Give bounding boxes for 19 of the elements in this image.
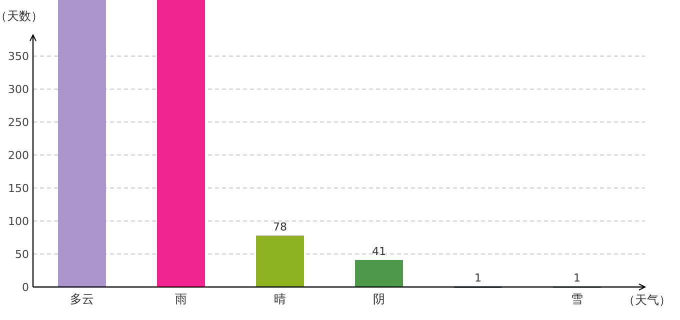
y-tick-label: 250 bbox=[8, 116, 29, 130]
data-label: 1 bbox=[574, 271, 580, 284]
y-tick-label: 300 bbox=[8, 83, 29, 96]
data-label: 1 bbox=[474, 271, 482, 284]
y-tick-label: 200 bbox=[8, 149, 29, 162]
x-axis-title: （天气） bbox=[623, 293, 671, 307]
y-tick-label: 0 bbox=[22, 281, 29, 294]
y-axis-title: （天数） bbox=[0, 9, 43, 23]
x-tick-label: 雨 bbox=[175, 292, 187, 306]
data-label: 78 bbox=[273, 220, 287, 234]
y-tick-label: 50 bbox=[15, 248, 29, 262]
x-tick-label: 雪 bbox=[571, 292, 583, 306]
x-tick-label: 晴 bbox=[274, 292, 286, 306]
x-tick-label: 多云 bbox=[70, 292, 94, 306]
y-tick-label: 150 bbox=[8, 182, 29, 196]
y-tick-label: 100 bbox=[8, 215, 29, 228]
data-label: 41 bbox=[372, 244, 386, 258]
x-tick-label: 阴 bbox=[373, 292, 385, 306]
y-tick-label: 350 bbox=[8, 50, 29, 64]
